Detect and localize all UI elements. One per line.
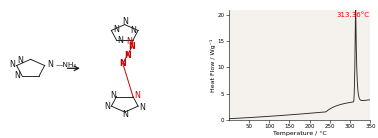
Text: N: N (122, 17, 128, 26)
Text: N: N (104, 102, 110, 111)
Text: N: N (9, 60, 15, 69)
Text: N: N (129, 43, 135, 51)
Text: N: N (140, 103, 146, 112)
Text: N: N (131, 26, 136, 35)
Text: N: N (118, 36, 124, 45)
Text: N: N (124, 51, 131, 60)
Text: N: N (14, 71, 20, 80)
Text: N: N (122, 110, 128, 119)
Text: N: N (134, 91, 140, 100)
Text: N: N (47, 60, 53, 69)
Text: N: N (110, 91, 116, 100)
Text: N: N (127, 37, 133, 46)
Y-axis label: Heat Flow / Wg⁻¹: Heat Flow / Wg⁻¹ (210, 38, 216, 91)
Text: N: N (17, 56, 23, 65)
Text: —NH₂: —NH₂ (56, 62, 77, 68)
Text: N: N (119, 59, 126, 68)
Text: N: N (113, 25, 119, 34)
X-axis label: Temperature / °C: Temperature / °C (273, 131, 327, 136)
Text: 313.36°C: 313.36°C (337, 12, 370, 18)
